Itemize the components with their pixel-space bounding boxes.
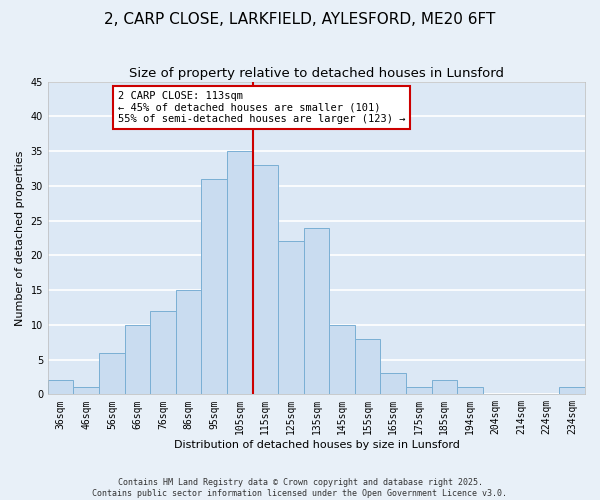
Bar [559,388,585,394]
Bar [304,228,329,394]
Text: Contains HM Land Registry data © Crown copyright and database right 2025.
Contai: Contains HM Land Registry data © Crown c… [92,478,508,498]
Bar [457,388,482,394]
Bar [125,325,150,394]
Bar [329,325,355,394]
Bar [406,388,431,394]
Bar [355,338,380,394]
Bar [227,151,253,394]
Bar [150,311,176,394]
Bar [278,242,304,394]
X-axis label: Distribution of detached houses by size in Lunsford: Distribution of detached houses by size … [173,440,460,450]
Title: Size of property relative to detached houses in Lunsford: Size of property relative to detached ho… [129,68,504,80]
Bar [380,374,406,394]
Text: 2, CARP CLOSE, LARKFIELD, AYLESFORD, ME20 6FT: 2, CARP CLOSE, LARKFIELD, AYLESFORD, ME2… [104,12,496,28]
Bar [99,352,125,395]
Bar [48,380,73,394]
Y-axis label: Number of detached properties: Number of detached properties [15,150,25,326]
Bar [202,179,227,394]
Bar [431,380,457,394]
Bar [176,290,202,395]
Bar [73,388,99,394]
Text: 2 CARP CLOSE: 113sqm
← 45% of detached houses are smaller (101)
55% of semi-deta: 2 CARP CLOSE: 113sqm ← 45% of detached h… [118,91,405,124]
Bar [253,165,278,394]
